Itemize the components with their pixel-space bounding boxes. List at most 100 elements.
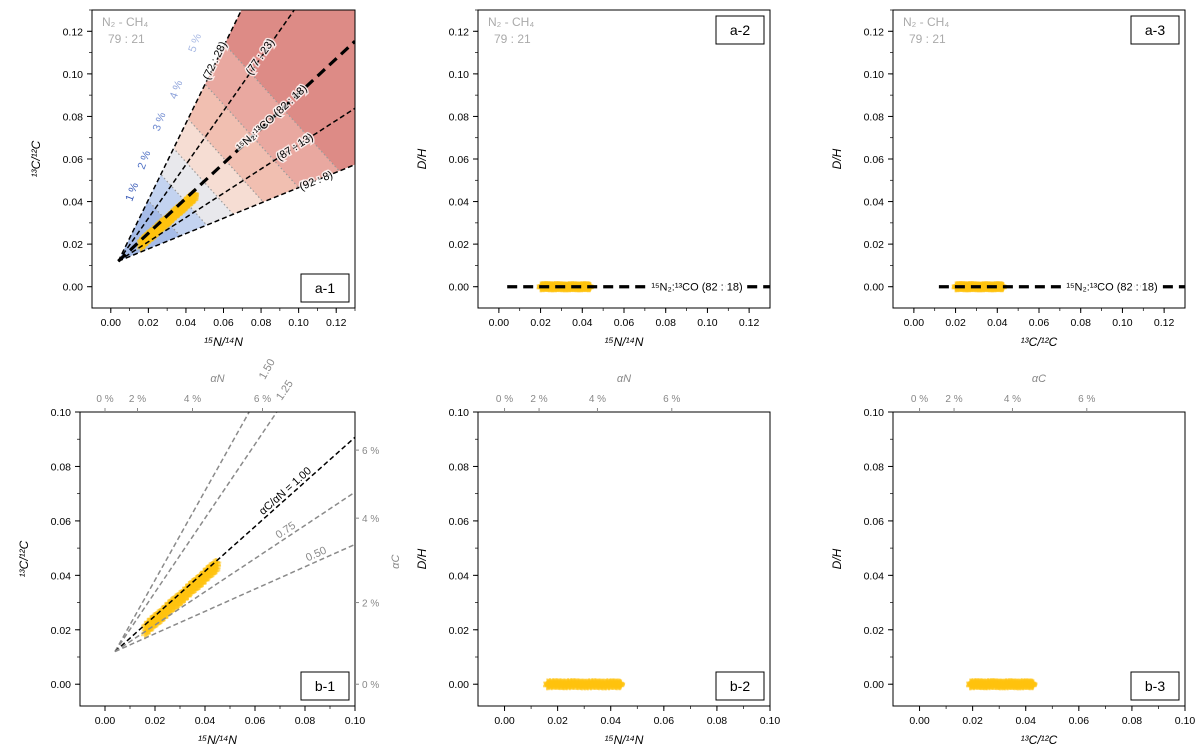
y-tick-label: 0.08 (51, 461, 72, 473)
y-tick-label: 0.06 (449, 516, 470, 528)
ratio-line (114, 436, 355, 653)
x-tick-label: 0.04 (195, 715, 216, 727)
mixing-line (117, 10, 243, 262)
panel-label: b-2 (730, 678, 750, 694)
data-point (179, 595, 188, 604)
top-tick-label: 0 % (96, 394, 113, 405)
top-tick-label: 6 % (1078, 394, 1095, 405)
data-point (565, 680, 574, 689)
ratio-line-label: 1.50 (257, 357, 278, 382)
y-tick-label: 0.06 (449, 154, 470, 166)
panel-label-box (1130, 671, 1180, 701)
panel-label-box (300, 671, 350, 701)
data-cloud (543, 678, 626, 691)
x-tick-label: 0.10 (1112, 317, 1133, 329)
ratio-line-label: 0.75 (274, 520, 298, 542)
mixing-line (117, 40, 355, 263)
mask-lower (92, 164, 355, 308)
top-tick-label: 4 % (184, 394, 201, 405)
y-tick-label: 0.06 (864, 516, 885, 528)
x-tick-label: 0.08 (707, 715, 728, 727)
data-cloud (141, 557, 222, 640)
data-point (582, 682, 591, 691)
data-point (193, 583, 202, 592)
y-tick-label: 0.08 (449, 461, 470, 473)
y-tick-label: 0.02 (51, 625, 72, 637)
axes-frame (892, 411, 1186, 707)
x-tick-label: 0.00 (101, 317, 122, 329)
axes: 0.00 0.02 0.04 0.06 0.08 0.10 0.12 0.00 0.02 0.04… (29, 9, 356, 349)
data-point (173, 599, 182, 608)
ratio-line (114, 412, 250, 652)
data-point (554, 678, 563, 687)
y-tick-label: 0.10 (63, 69, 84, 81)
panel-a-3: 0.00 0.02 0.04 0.06 0.08 0.10 0.12 0.00 0.02 0.04… (830, 9, 1186, 349)
data-point (211, 564, 220, 573)
top-tick-label: 0 % (496, 394, 513, 405)
data-point (576, 681, 585, 690)
y-tick-label: 0.04 (864, 570, 885, 582)
panel-label-box (300, 273, 350, 303)
y-tick-label: 0.06 (864, 154, 885, 166)
alpha-contour (156, 129, 234, 215)
panel-b-2: 0.00 0.02 0.04 0.06 0.08 0.10 0.00 0.02 0.04 0.06… (415, 373, 780, 747)
top-axis-label: αN (617, 373, 631, 385)
y-tick-label: 0.00 (449, 679, 470, 691)
x-tick-label: 0.04 (601, 715, 622, 727)
data-point (1009, 678, 1018, 687)
x-tick-label: 0.02 (962, 715, 983, 727)
y-tick-label: 0.04 (449, 197, 470, 209)
ratio-line (114, 543, 355, 653)
top-tick-label: 4 % (589, 394, 606, 405)
right-tick-label: 0 % (362, 680, 379, 691)
y-tick-label: 0.04 (864, 197, 885, 209)
panel-label-box (715, 15, 765, 45)
axes-frame (79, 411, 356, 707)
y-tick-label: 0.12 (449, 26, 470, 38)
axes: 0.00 0.02 0.04 0.06 0.08 0.10 0.00 0.02 0.04 0.06… (830, 373, 1195, 747)
x-tick-label: 0.12 (739, 317, 760, 329)
data-point (1024, 681, 1033, 690)
y-axis-label: D/H (830, 548, 844, 569)
ratio-line (114, 412, 278, 652)
panel-label: a-3 (1145, 22, 1165, 38)
panel-label: a-1 (315, 280, 335, 296)
right-tick-label: 4 % (362, 514, 379, 525)
y-tick-label: 0.04 (51, 570, 72, 582)
x-tick-label: 0.02 (145, 715, 166, 727)
y-axis-label: D/H (830, 148, 844, 169)
y-axis-label: ¹³C/¹²C (17, 540, 31, 577)
top-tick-label: 4 % (1004, 394, 1021, 405)
mixing-line-label: ¹⁵N₂:¹³CO (82 : 18) (1066, 282, 1157, 294)
ratio-line-label: 1.25 (274, 378, 296, 402)
alpha-contour (178, 54, 300, 189)
y-tick-label: 0.02 (864, 239, 885, 251)
data-point (140, 241, 149, 250)
x-axis-label: ¹³C/¹²C (1021, 733, 1058, 747)
mixing-line (117, 10, 295, 262)
panel-label-box (715, 671, 765, 701)
y-tick-label: 0.10 (864, 407, 885, 419)
data-point (155, 617, 164, 626)
x-tick-label: 0.12 (326, 317, 347, 329)
top-tick-label: 2 % (945, 394, 962, 405)
y-tick-label: 0.00 (51, 679, 72, 691)
x-tick-label: 0.02 (530, 317, 551, 329)
top-axis-label: αC (1032, 373, 1046, 385)
alpha-contour (147, 159, 208, 226)
top-tick-label: 6 % (254, 394, 271, 405)
axes: 0.00 0.02 0.04 0.06 0.08 0.10 0.00 0.02 0.04 0.06… (17, 373, 402, 747)
y-tick-label: 0.12 (864, 26, 885, 38)
axes: 0.00 0.02 0.04 0.06 0.08 0.10 0.12 0.00 0.02 0.04… (415, 9, 760, 349)
x-tick-label: 0.10 (760, 715, 781, 727)
data-cloud (965, 678, 1038, 691)
x-tick-label: 0.04 (572, 317, 593, 329)
panel-b-1: 0.00 0.02 0.04 0.06 0.08 0.10 0.00 0.02 0.04 0.06… (17, 357, 402, 747)
gas-ratio-label: 79 : 21 (494, 32, 531, 46)
x-tick-label: 0.06 (654, 715, 675, 727)
x-tick-label: 0.12 (1154, 317, 1175, 329)
axes-frame (477, 9, 771, 309)
data-point (181, 199, 190, 208)
data-point (165, 217, 174, 226)
plot-area (92, 10, 355, 308)
